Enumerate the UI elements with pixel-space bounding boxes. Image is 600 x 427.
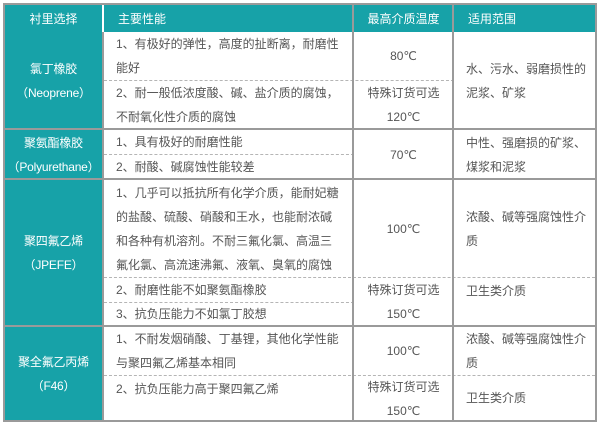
text-line: 与聚四氟乙烯基本相同 <box>116 356 237 370</box>
dashed-divider <box>104 375 595 376</box>
temp-value: 150℃ <box>386 404 421 418</box>
temp-note: 特殊订货可选 <box>367 86 440 100</box>
row-divider <box>5 325 595 327</box>
column-divider <box>102 32 104 420</box>
lining-name: 聚氨酯橡胶 <box>23 135 83 150</box>
text-line: 卫生类介质 <box>466 391 527 405</box>
text-line: 3、抗负压能力不如氯丁胶想 <box>116 307 267 321</box>
text-line: 煤浆和泥浆 <box>466 159 527 174</box>
property-item: 1、具有极好的耐磨性能 <box>104 130 352 154</box>
scope-cell: 卫生类介质 <box>454 376 595 420</box>
text-line: 2、耐一般低浓度酸、碱、盐介质的腐蚀， <box>116 86 339 100</box>
header-properties: 主要性能 <box>104 5 352 32</box>
text-line: 1、具有极好的耐磨性能 <box>116 135 243 149</box>
text-line: 质 <box>466 356 479 370</box>
lining-name: 氯丁橡胶 <box>29 61 78 76</box>
temp-cell: 特殊订货可选 150℃ <box>354 278 453 326</box>
temp-value: 80℃ <box>390 49 417 63</box>
dashed-divider <box>104 80 454 81</box>
text-line: 和各种有机溶剂。不耐三氟化氯、高温三 <box>116 233 333 248</box>
lining-neoprene: 氯丁橡胶 （Neoprene） <box>5 32 102 129</box>
text-line: 2、抗负压能力高于聚四氟乙烯 <box>116 382 279 396</box>
header-lining: 衬里选择 <box>5 5 102 32</box>
temp-note: 特殊订货可选 <box>367 380 440 394</box>
row-divider <box>5 128 595 130</box>
lining-name: 聚四氟乙烯 <box>23 234 83 248</box>
header-scope: 适用范围 <box>454 5 595 32</box>
header-max-temp: 最高介质温度 <box>354 5 453 32</box>
temp-cell: 特殊订货可选 120℃ <box>354 81 453 129</box>
property-item: 1、有极好的弹性，高度的扯断离，耐磨性 能好 <box>104 32 352 80</box>
lining-ptfe: 聚四氟乙烯 （JPEFE） <box>5 180 102 326</box>
lining-polyurethane: 聚氨酯橡胶 （Polyurethane） <box>5 130 102 179</box>
text-line: 的盐酸、硫酸、硝酸和王水，也能耐浓碱 <box>116 209 333 224</box>
lining-name-en: （F46） <box>31 378 76 393</box>
text-line: 水、污水、弱磨损性的 <box>466 61 587 76</box>
property-item: 1、不耐发烟硝酸、丁基锂，其他化学性能 与聚四氟乙烯基本相同 <box>104 327 352 375</box>
temp-cell: 100℃ <box>354 180 453 277</box>
text-line: 能好 <box>116 61 141 75</box>
text-line: 2、耐酸、碱腐蚀性能较差 <box>116 160 255 174</box>
text-line: 中性、强磨损的矿浆、 <box>466 135 587 150</box>
lining-name-en: （Polyurethane） <box>7 159 100 174</box>
text-line: 2、耐磨性能不如聚氨酯橡胶 <box>116 283 267 297</box>
text-line: 1、几乎可以抵抗所有化学介质，能耐妃糖 <box>116 185 339 200</box>
scope-cell: 水、污水、弱磨损性的 泥浆、矿浆 <box>454 32 595 129</box>
text-line: 浓酸、碱等强腐蚀性介 <box>466 209 587 224</box>
text-line: 质 <box>466 233 479 248</box>
column-divider <box>452 5 454 420</box>
scope-cell: 浓酸、碱等强腐蚀性介 质 <box>454 327 595 375</box>
property-item: 1、几乎可以抵抗所有化学介质，能耐妃糖 的盐酸、硫酸、硝酸和王水，也能耐浓碱 和… <box>104 180 352 277</box>
lining-table: 衬里选择 主要性能 最高介质温度 适用范围 氯丁橡胶 （Neoprene） 1、… <box>3 3 597 422</box>
property-item: 2、耐酸、碱腐蚀性能较差 <box>104 155 352 179</box>
temp-value: 150℃ <box>386 307 421 321</box>
temp-value: 120℃ <box>386 110 421 124</box>
property-item: 3、抗负压能力不如氯丁胶想 <box>104 302 352 326</box>
property-item: 2、耐磨性能不如聚氨酯橡胶 <box>104 278 352 302</box>
dashed-divider <box>104 302 354 303</box>
text-line: 1、有极好的弹性，高度的扯断离，耐磨性 <box>116 37 339 51</box>
temp-cell: 80℃ <box>354 32 453 80</box>
temp-cell: 特殊订货可选 150℃ <box>354 376 453 422</box>
lining-name: 聚全氟乙丙烯 <box>18 354 89 369</box>
scope-cell: 浓酸、碱等强腐蚀性介 质 <box>454 180 595 277</box>
text-line: 1、不耐发烟硝酸、丁基锂，其他化学性能 <box>116 332 339 346</box>
scope-cell: 卫生类介质 <box>454 278 595 326</box>
lining-name-en: （Neoprene） <box>16 85 91 100</box>
column-divider <box>352 5 354 420</box>
text-line: 泥浆、矿浆 <box>466 85 527 100</box>
property-item: 2、抗负压能力高于聚四氟乙烯 <box>104 376 352 420</box>
text-line: 卫生类介质 <box>466 284 527 298</box>
dashed-divider <box>104 154 354 155</box>
dashed-divider <box>104 277 595 278</box>
text-line: 浓酸、碱等强腐蚀性介 <box>466 332 587 346</box>
text-line: 不耐氧化性介质的腐蚀 <box>116 110 237 124</box>
row-divider <box>5 178 595 180</box>
text-line: 氟化氯、高流速沸氟、液氧、臭氧的腐蚀 <box>116 257 333 272</box>
temp-cell: 100℃ <box>354 327 453 375</box>
temp-note: 特殊订货可选 <box>367 283 440 297</box>
temp-value: 70℃ <box>390 147 417 162</box>
lining-f46: 聚全氟乙丙烯 （F46） <box>5 327 102 420</box>
temp-value: 100℃ <box>386 344 421 358</box>
temp-cell: 70℃ <box>354 130 453 179</box>
property-item: 2、耐一般低浓度酸、碱、盐介质的腐蚀， 不耐氧化性介质的腐蚀 <box>104 81 352 129</box>
scope-cell: 中性、强磨损的矿浆、 煤浆和泥浆 <box>454 130 595 179</box>
lining-name-en: （JPEFE） <box>23 258 84 272</box>
temp-value: 100℃ <box>386 221 421 236</box>
